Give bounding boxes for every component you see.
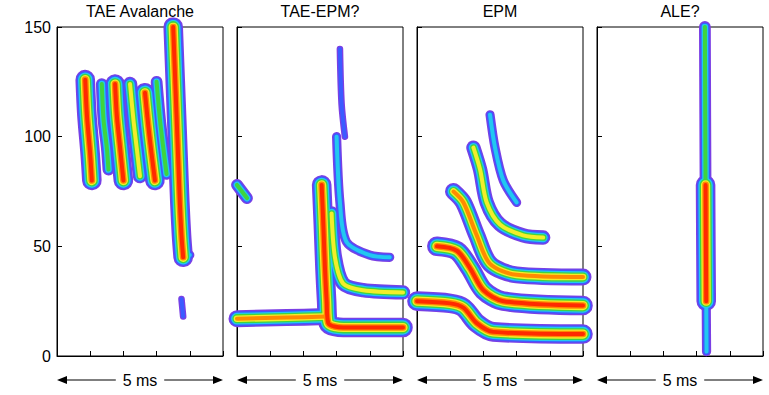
svg-text:5 ms: 5 ms [483,372,518,389]
svg-text:0: 0 [42,348,51,365]
svg-text:150: 150 [24,19,51,36]
svg-text:50: 50 [33,238,51,255]
svg-text:TAE Avalanche: TAE Avalanche [86,3,194,20]
svg-text:100: 100 [24,128,51,145]
svg-text:TAE-EPM?: TAE-EPM? [281,3,360,20]
svg-text:ALE?: ALE? [660,3,699,20]
svg-text:5 ms: 5 ms [303,372,338,389]
svg-text:5 ms: 5 ms [123,372,158,389]
svg-text:EPM: EPM [483,3,518,20]
svg-text:5 ms: 5 ms [663,372,698,389]
